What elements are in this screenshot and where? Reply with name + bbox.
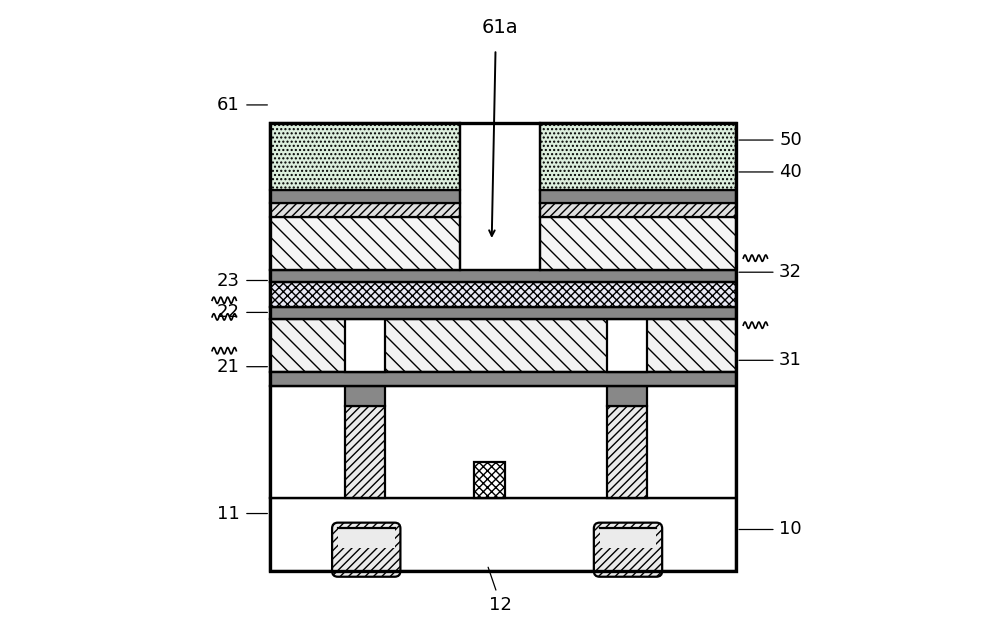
Bar (270, 386, 736, 498)
Text: 10: 10 (779, 520, 802, 538)
Bar (270, 124, 460, 191)
Bar (474, 462, 505, 498)
Text: 23: 23 (217, 272, 240, 290)
Bar (270, 498, 736, 571)
Bar (540, 204, 736, 217)
Text: 11: 11 (217, 504, 239, 522)
Bar (338, 527, 395, 547)
Bar (540, 217, 736, 270)
Bar (607, 386, 647, 406)
Text: 22: 22 (217, 303, 240, 321)
Bar (345, 319, 385, 372)
Text: 61a: 61a (482, 17, 518, 37)
Text: 61: 61 (217, 96, 239, 114)
Bar (600, 527, 656, 547)
Bar (345, 386, 385, 406)
Text: 12: 12 (489, 596, 511, 614)
Bar (270, 307, 736, 319)
Bar (607, 406, 647, 498)
Bar (270, 270, 736, 283)
Bar (270, 217, 460, 270)
Text: 32: 32 (779, 263, 802, 281)
Bar (540, 191, 736, 204)
Text: 40: 40 (779, 163, 802, 181)
Bar (270, 372, 736, 386)
Bar (270, 204, 460, 217)
FancyBboxPatch shape (594, 523, 662, 577)
Text: 31: 31 (779, 352, 802, 369)
Bar (607, 319, 647, 372)
Bar (540, 124, 736, 191)
Bar (270, 319, 736, 372)
Bar (270, 191, 460, 204)
Bar (270, 124, 736, 571)
FancyBboxPatch shape (332, 523, 400, 577)
Bar (270, 283, 736, 307)
Text: 50: 50 (779, 131, 802, 149)
Bar (345, 406, 385, 498)
Text: 21: 21 (217, 357, 239, 375)
